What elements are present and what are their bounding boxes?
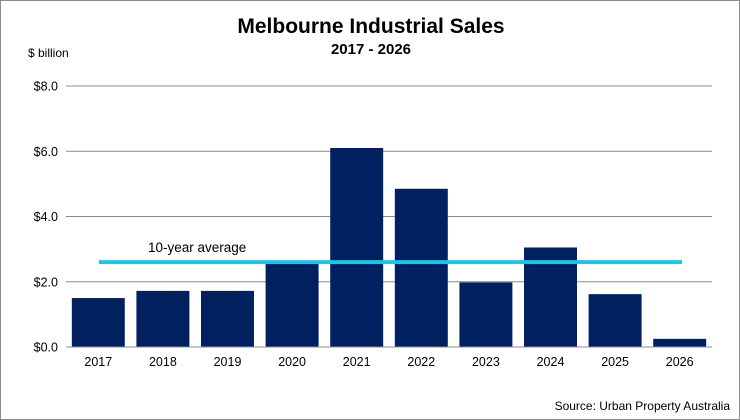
x-tick-label: 2018 [149,355,177,369]
bar-2017 [71,298,125,347]
y-tick-label: $0.0 [34,341,58,355]
x-tick-label: 2020 [278,355,306,369]
y-tick-label: $8.0 [34,80,58,94]
bar-2022 [394,188,448,347]
y-tick-label: $6.0 [34,145,58,159]
bar-2018 [136,290,190,347]
bar-2026 [653,338,707,347]
bar-2023 [459,282,513,347]
x-tick-label: 2023 [472,355,500,369]
x-tick-label: 2025 [601,355,629,369]
x-tick-label: 2026 [666,355,694,369]
bar-2025 [588,294,642,347]
gridlines [66,85,712,283]
bar-2021 [330,147,384,347]
x-tick-labels: 2017 2018 2019 2020 2021 2022 2023 2024 2025 2026 [84,355,693,369]
x-tick-label: 2024 [537,355,565,369]
y-axis-label: $ billion [28,46,69,60]
x-tick-label: 2017 [84,355,112,369]
x-tick-label: 2021 [343,355,371,369]
chart-subtitle: 2017 - 2026 [331,41,411,58]
bar-2019 [201,290,254,347]
x-tick-label: 2019 [214,355,242,369]
source-note: Source: Urban Property Australia [555,399,731,413]
y-tick-labels: $0.0 $2.0 $4.0 $6.0 $8.0 [34,80,58,355]
y-tick-label: $4.0 [34,210,58,224]
bar-2020 [265,263,319,347]
chart-title: Melbourne Industrial Sales [237,15,504,38]
y-tick-label: $2.0 [34,275,58,289]
average-line-label: 10-year average [148,240,246,255]
bars [71,147,707,347]
x-tick-label: 2022 [407,355,435,369]
